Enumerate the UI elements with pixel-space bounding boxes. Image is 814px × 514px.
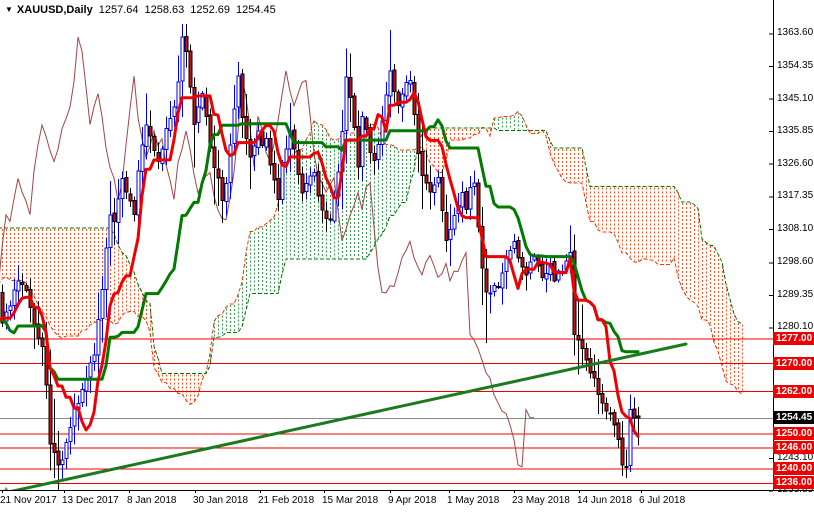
level-price-badge: 1250.00 xyxy=(773,426,814,440)
quote-high: 1258.63 xyxy=(144,4,185,16)
senkou-span-b-line xyxy=(0,127,743,374)
senkou-span-a-line xyxy=(0,111,743,406)
date-tick-label: 23 May 2018 xyxy=(512,495,570,506)
price-tick-label: 1280.10 xyxy=(777,321,814,333)
date-tick-label: 6 Jul 2018 xyxy=(639,495,686,506)
level-price-badge: 1270.00 xyxy=(773,356,814,370)
date-tick-label: 15 Mar 2018 xyxy=(322,495,379,506)
ichimoku-cloud xyxy=(0,111,743,406)
date-tick-label: 21 Feb 2018 xyxy=(258,495,315,506)
axes xyxy=(0,0,814,493)
price-tick-label: 1335.85 xyxy=(777,125,814,137)
trendline[interactable] xyxy=(4,342,688,493)
quote-low: 1252.69 xyxy=(190,4,231,16)
symbol-dropdown-icon[interactable]: ▼ xyxy=(5,5,13,14)
level-price-badge: 1277.00 xyxy=(773,331,814,345)
chikou-span-line xyxy=(0,36,534,468)
price-tick-label: 1308.10 xyxy=(777,222,814,234)
plot-area[interactable] xyxy=(0,24,773,497)
symbol-quote-line: ▼ XAUUSD,Daily 1257.64 1258.63 1252.69 1254.4… xyxy=(5,4,276,16)
date-tick-label: 30 Jan 2018 xyxy=(193,495,249,506)
price-tick-label: 1326.60 xyxy=(777,157,814,169)
date-tick-label: 1 May 2018 xyxy=(447,495,500,506)
price-tick-label: 1298.60 xyxy=(777,256,814,268)
tenkan-sen-line xyxy=(0,91,640,438)
level-price-badge: 1236.00 xyxy=(773,476,814,490)
level-price-badge: 1262.00 xyxy=(773,384,814,398)
quote-close: 1254.45 xyxy=(236,4,276,16)
kijun-sen-line xyxy=(0,118,640,381)
candles xyxy=(0,24,641,490)
price-tick-label: 1233.85 xyxy=(777,484,814,496)
current-price-badge: 1254.45 xyxy=(773,411,814,425)
quote-open: 1257.64 xyxy=(98,4,139,16)
date-tick-label: 9 Apr 2018 xyxy=(388,495,437,506)
price-tick-label: 1345.10 xyxy=(777,92,814,104)
price-tick-label: 1354.35 xyxy=(777,59,814,71)
level-price-badge: 1240.00 xyxy=(773,462,814,476)
symbol-timeframe-label: XAUUSD,Daily xyxy=(16,4,93,16)
price-tick-label: 1317.35 xyxy=(777,190,814,202)
date-tick-label: 13 Dec 2017 xyxy=(62,495,119,506)
date-tick-label: 21 Nov 2017 xyxy=(0,495,57,506)
date-tick-label: 8 Jan 2018 xyxy=(127,495,177,506)
level-price-badge: 1246.00 xyxy=(773,441,814,455)
price-level-lines xyxy=(0,338,773,484)
price-tick-label: 1243.10 xyxy=(777,451,814,463)
trendline-anchor-arrow[interactable] xyxy=(0,487,11,497)
price-tick-label: 1363.60 xyxy=(777,27,814,39)
price-tick-label: 1289.35 xyxy=(777,288,814,300)
date-tick-label: 14 Jun 2018 xyxy=(577,495,633,506)
